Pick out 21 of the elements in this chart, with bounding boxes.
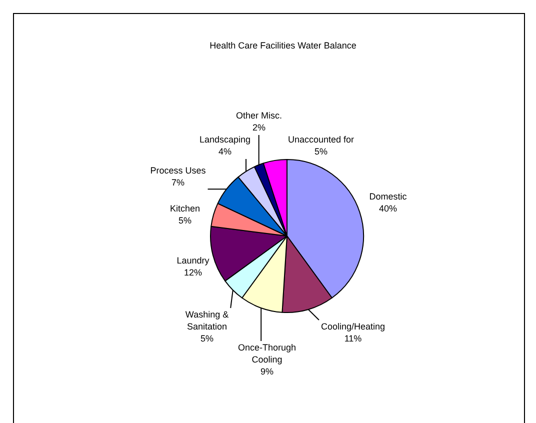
- slice-label: Landscaping: [199, 134, 251, 144]
- slice-label: Cooling/Heating: [320, 321, 386, 332]
- data-label: 4%: [218, 146, 232, 156]
- data-label: 5%: [178, 215, 192, 226]
- data-label: 40%: [378, 203, 398, 214]
- slice-label: Other Misc.: [236, 110, 282, 120]
- slice-label: Laundry: [176, 255, 210, 266]
- data-label: 5%: [200, 333, 214, 344]
- slice-label: Once-Thorugh Cooling: [238, 342, 296, 364]
- data-label: 11%: [344, 333, 362, 344]
- data-label: 12%: [184, 267, 202, 278]
- slice-label: Process Uses: [150, 165, 206, 176]
- data-label: 2%: [252, 122, 266, 132]
- slice-label: Domestic: [369, 191, 408, 202]
- slice-label: Washing & Sanitation: [185, 309, 229, 332]
- data-label: 7%: [171, 177, 185, 188]
- data-label: 5%: [314, 146, 328, 156]
- slice-label: Kitchen: [170, 203, 200, 214]
- data-label: 9%: [260, 366, 274, 376]
- chart-title: Health Care Facilities Water Balance: [210, 40, 356, 50]
- slice-label: Unaccounted for: [288, 134, 354, 144]
